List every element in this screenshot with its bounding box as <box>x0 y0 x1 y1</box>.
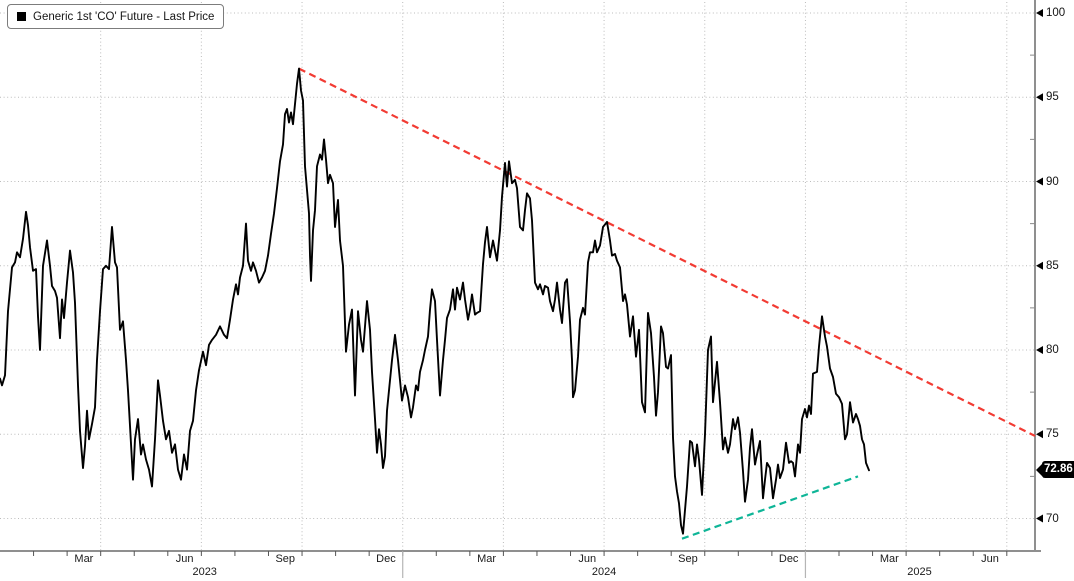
x-axis-month-label: Mar <box>74 553 94 565</box>
x-axis-month-label: Dec <box>778 553 799 565</box>
y-tick-arrow-icon <box>1036 261 1043 270</box>
y-axis-label: 85 <box>1046 259 1059 272</box>
uptrend-support <box>681 475 859 540</box>
y-tick-arrow-icon <box>1036 430 1043 439</box>
y-tick-arrow-icon <box>1036 514 1043 523</box>
y-axis-label: 95 <box>1046 91 1059 104</box>
x-axis-year-label: 2025 <box>907 566 932 578</box>
y-tick-arrow-icon <box>1036 177 1043 186</box>
x-axis-month-label: Mar <box>879 553 899 565</box>
series-layer <box>0 67 1036 540</box>
x-axis-month-label: Sep <box>275 553 296 565</box>
y-axis-label: 75 <box>1046 428 1059 441</box>
x-axis-month-label: Jun <box>175 553 194 565</box>
legend[interactable]: Generic 1st 'CO' Future - Last Price <box>7 4 225 29</box>
price-tag-arrow-icon <box>1036 461 1044 478</box>
legend-label: Generic 1st 'CO' Future - Last Price <box>33 10 215 23</box>
y-axis-label: 90 <box>1046 175 1059 188</box>
axis-layer <box>0 0 1043 578</box>
x-axis-month-label: Sep <box>678 553 698 565</box>
y-axis-label: 100 <box>1046 7 1066 19</box>
y-tick-arrow-icon <box>1036 9 1043 17</box>
x-axis-year-label: 2023 <box>192 566 217 578</box>
y-axis-label: 70 <box>1046 512 1059 525</box>
last-price-value: 72.86 <box>1042 461 1074 479</box>
x-axis-month-label: Mar <box>477 553 497 565</box>
last-price-tag: 72.86 <box>1036 461 1074 479</box>
x-axis-month-label: Dec <box>376 553 396 565</box>
y-axis-label: 80 <box>1046 344 1059 356</box>
y-tick-arrow-icon <box>1036 346 1043 354</box>
downtrend-resistance <box>298 67 1036 437</box>
x-axis-year-label: 2024 <box>591 566 617 578</box>
legend-swatch-icon <box>17 12 26 21</box>
x-axis-month-label: Jun <box>981 553 999 565</box>
x-axis-month-label: Jun <box>578 553 597 565</box>
price-line <box>0 67 870 535</box>
grid-layer <box>0 2 1035 551</box>
y-tick-arrow-icon <box>1036 93 1043 102</box>
